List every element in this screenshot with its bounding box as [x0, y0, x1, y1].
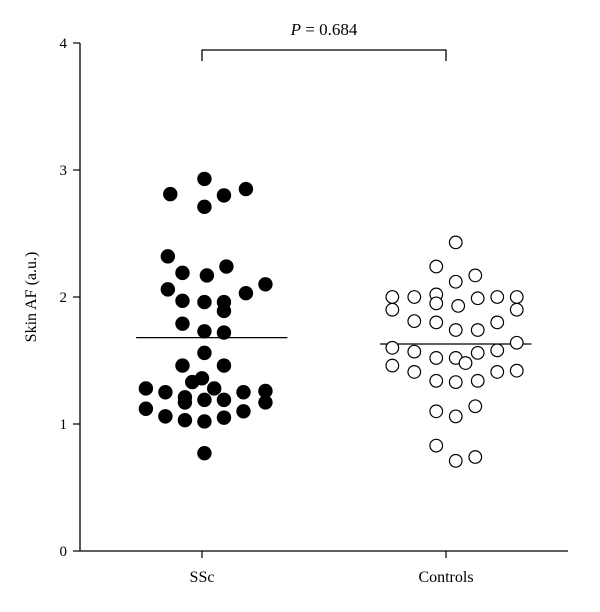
ssc-point — [236, 404, 251, 419]
control-point — [385, 302, 400, 317]
ssc-point — [219, 259, 234, 274]
ssc-point — [177, 412, 193, 428]
ssc-point — [238, 285, 254, 301]
p-value: = 0.684 — [301, 20, 358, 39]
control-point — [407, 290, 422, 304]
ssc-point — [206, 381, 222, 396]
control-point — [407, 344, 422, 359]
control-point — [385, 290, 400, 304]
control-point — [448, 453, 463, 468]
control-point — [470, 373, 485, 388]
ssc-point — [216, 188, 232, 203]
ssc-point — [175, 265, 190, 281]
ssc-point — [197, 446, 212, 461]
control-point — [429, 315, 444, 330]
control-point — [385, 340, 400, 355]
ssc-point — [175, 293, 190, 309]
control-point — [451, 298, 466, 313]
control-point — [429, 373, 444, 388]
significance-bracket — [201, 49, 447, 61]
ssc-point — [197, 294, 212, 310]
control-point — [490, 343, 505, 358]
ssc-point — [175, 358, 190, 373]
control-point — [429, 296, 444, 311]
ssc-point — [197, 199, 212, 215]
bracket-line — [201, 49, 447, 61]
control-point — [509, 363, 524, 378]
control-point — [407, 365, 422, 379]
control-point — [509, 290, 524, 304]
ssc-point — [197, 171, 212, 187]
ssc-point — [197, 414, 212, 429]
ssc-point — [160, 282, 176, 297]
y-tick-label: 2 — [60, 290, 68, 306]
ssc-point — [258, 395, 273, 410]
y-axis-title: Skin AF (a.u.) — [23, 252, 40, 343]
control-point — [490, 365, 505, 379]
ssc-point — [197, 392, 212, 408]
p-symbol: P — [290, 20, 301, 39]
ssc-point — [177, 395, 193, 410]
ssc-point — [163, 186, 178, 202]
ssc-point — [185, 374, 200, 390]
p-value-label: P = 0.684 — [290, 20, 358, 39]
y-tick-label: 1 — [60, 417, 68, 433]
control-point — [468, 268, 483, 283]
ssc-point — [216, 410, 232, 425]
control-point — [470, 345, 485, 360]
control-point — [429, 404, 444, 419]
ssc-point — [197, 324, 212, 339]
control-point — [490, 290, 505, 304]
control-point — [448, 323, 463, 337]
ssc-point — [158, 385, 173, 400]
ssc-point — [138, 401, 154, 416]
ssc-point — [216, 303, 232, 319]
x-ticks: SSc Controls — [190, 551, 474, 586]
control-point — [407, 314, 422, 329]
data-points — [138, 171, 524, 468]
y-tick-label: 3 — [60, 163, 68, 179]
control-point — [448, 235, 463, 250]
ssc-point — [216, 358, 232, 373]
y-ticks: 0 1 2 3 4 — [60, 36, 80, 560]
control-point — [468, 399, 483, 414]
control-point — [429, 438, 444, 453]
ssc-point — [160, 249, 176, 264]
ssc-point — [138, 381, 154, 396]
y-tick-label: 0 — [60, 544, 68, 560]
control-point — [429, 351, 444, 365]
control-point — [490, 315, 505, 330]
control-point — [509, 335, 524, 350]
control-point — [470, 323, 485, 337]
control-point — [448, 274, 463, 289]
control-point — [458, 356, 473, 370]
ssc-point — [158, 409, 173, 424]
category-label: Controls — [418, 569, 473, 586]
control-point — [385, 358, 400, 373]
control-point — [429, 259, 444, 274]
y-tick-label: 4 — [60, 36, 68, 52]
ssc-point — [236, 385, 251, 400]
ssc-point — [175, 316, 190, 331]
ssc-point — [238, 181, 254, 197]
mean-lines — [136, 336, 532, 345]
ssc-point — [216, 325, 232, 340]
control-point — [509, 302, 524, 317]
category-label: SSc — [190, 569, 215, 586]
ssc-point — [258, 277, 273, 292]
control-point — [448, 375, 463, 389]
control-point — [468, 450, 483, 464]
ssc-point — [216, 392, 232, 408]
ssc-point — [197, 345, 212, 361]
ssc-point — [199, 268, 215, 283]
control-point — [448, 409, 463, 424]
control-point — [470, 291, 485, 306]
